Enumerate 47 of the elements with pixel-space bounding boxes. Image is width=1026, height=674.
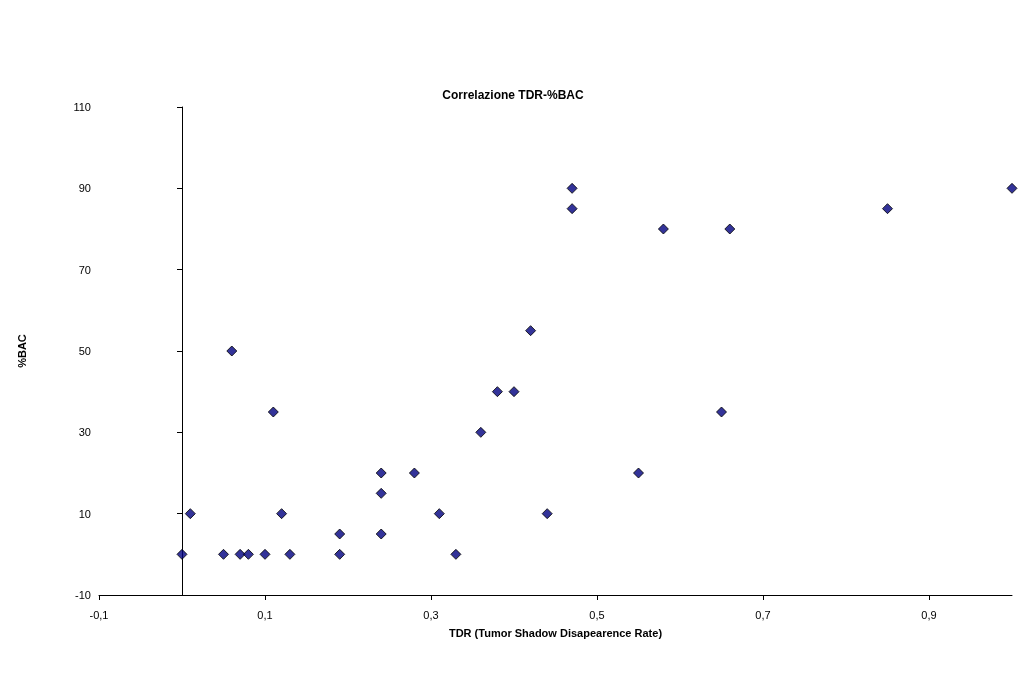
point [375,467,387,479]
point [408,467,420,479]
point [284,548,296,560]
point [566,182,578,194]
point [184,508,196,520]
x-tick-label: 0,9 [921,608,937,621]
y-tick-label: 90 [78,182,91,195]
point [491,386,503,398]
x-tick-label: 0,7 [755,608,771,621]
y-axis-title: %BAC [15,334,28,368]
y-tick-label: 70 [78,263,91,276]
point [450,548,462,560]
point [724,223,736,235]
point [508,386,520,398]
x-tick-label: -0,1 [89,608,109,621]
point [433,508,445,520]
point [234,548,246,560]
point [541,508,553,520]
point [525,325,537,337]
x-tick-label: 0,3 [423,608,439,621]
point [226,345,238,357]
point [334,548,346,560]
point [375,528,387,540]
point [375,487,387,499]
point [1006,182,1018,194]
x-axis-title: TDR (Tumor Shadow Disapearence Rate) [448,626,663,639]
point [475,426,487,438]
y-tick-label: 50 [78,345,91,357]
point [267,406,279,418]
x-tick-label: 0,1 [257,608,273,621]
x-tick-label: 0,5 [589,608,605,621]
point [176,548,188,560]
y-tick-label: 10 [78,507,91,520]
y-tick-label: 30 [78,426,91,439]
point [218,548,229,560]
point [276,508,288,520]
point [566,203,578,215]
point [716,406,727,418]
y-tick-label: -10 [75,589,91,601]
point [259,548,271,560]
point [633,467,644,479]
point [657,223,669,235]
point [242,548,254,560]
y-tick-label: 110 [73,101,91,113]
point [882,203,893,215]
chart-title: Correlazione TDR-%BAC [442,88,584,102]
point [334,528,346,540]
